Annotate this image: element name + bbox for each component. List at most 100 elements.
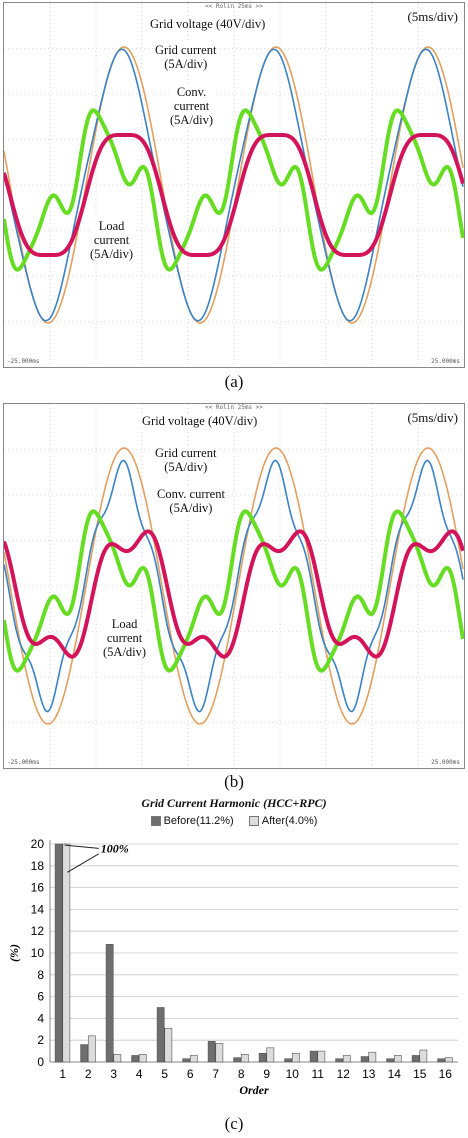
bar-before-4 bbox=[131, 1055, 140, 1063]
annotation-arrow-before bbox=[64, 844, 99, 849]
annotation-grid-voltage-b: Grid voltage (40V/div) bbox=[141, 414, 259, 428]
waveform-plot-a bbox=[4, 3, 464, 367]
time-start-label-a: -25.000ms bbox=[7, 358, 40, 365]
scope-panel-a: << Rolin 25ms >> (5ms/div) -25.000ms 25.… bbox=[3, 2, 465, 368]
y-tick-label: 16 bbox=[31, 881, 45, 895]
y-tick-label: 18 bbox=[31, 859, 45, 873]
bar-after-10 bbox=[291, 1052, 300, 1063]
y-tick-label: 8 bbox=[37, 968, 44, 982]
x-tick-label: 6 bbox=[187, 1067, 194, 1081]
chart-legend: Before(11.2%) After(4.0%) bbox=[0, 815, 468, 827]
legend-label-before: Before(11.2%) bbox=[163, 815, 234, 827]
grid-voltage-trace bbox=[4, 447, 464, 725]
time-div-label-a: (5ms/div) bbox=[407, 9, 458, 24]
x-tick-label: 11 bbox=[312, 1067, 325, 1081]
bar-after-14 bbox=[393, 1055, 402, 1063]
panel-label-c: (c) bbox=[224, 1114, 244, 1133]
x-tick-label: 4 bbox=[136, 1067, 143, 1081]
x-tick-label: 2 bbox=[85, 1067, 92, 1081]
x-tick-label: 3 bbox=[110, 1067, 117, 1081]
bar-after-1 bbox=[62, 843, 71, 1063]
bar-before-14 bbox=[386, 1058, 395, 1063]
bar-before-10 bbox=[284, 1058, 293, 1063]
time-div-label-b: (5ms/div) bbox=[407, 410, 458, 425]
y-tick-label: 20 bbox=[31, 837, 45, 851]
bar-after-9 bbox=[266, 1047, 275, 1063]
annotation-load-current-b: Load current (5A/div) bbox=[102, 617, 148, 659]
x-tick-label: 9 bbox=[263, 1067, 270, 1081]
bar-after-11 bbox=[317, 1050, 326, 1063]
annotation-load-current-a: Load current (5A/div) bbox=[89, 219, 135, 261]
annotation-100-percent: 100% bbox=[101, 842, 129, 856]
x-tick-label: 5 bbox=[161, 1067, 168, 1081]
bar-after-16 bbox=[444, 1057, 453, 1063]
y-tick-label: 4 bbox=[37, 1011, 44, 1025]
x-tick-label: 13 bbox=[362, 1067, 376, 1081]
x-tick-label: 15 bbox=[413, 1067, 427, 1081]
panel-label-a: (a) bbox=[224, 372, 244, 391]
bar-before-15 bbox=[411, 1055, 420, 1063]
legend-item-before: Before(11.2%) bbox=[150, 815, 234, 827]
x-tick-label: 7 bbox=[212, 1067, 219, 1081]
annotation-grid-current-a: Grid current (5A/div) bbox=[154, 43, 218, 71]
bar-before-7 bbox=[207, 1040, 216, 1063]
grid-current-trace bbox=[4, 48, 464, 322]
x-tick-label: 16 bbox=[439, 1067, 453, 1081]
legend-label-after: After(4.0%) bbox=[261, 815, 318, 827]
bar-before-11 bbox=[309, 1050, 318, 1063]
bar-before-3 bbox=[105, 943, 114, 1063]
time-end-label-a: 25.000ms bbox=[431, 358, 460, 365]
bar-after-8 bbox=[240, 1054, 249, 1063]
scope-header-b: << Rolin 25ms >> bbox=[205, 404, 263, 411]
x-tick-label: 12 bbox=[337, 1067, 351, 1081]
y-tick-label: 14 bbox=[31, 902, 45, 916]
bar-after-12 bbox=[342, 1055, 351, 1063]
annotation-arrow-after bbox=[67, 853, 100, 873]
x-tick-label: 8 bbox=[238, 1067, 245, 1081]
conv-current-trace bbox=[4, 133, 464, 257]
chart-title: Grid Current Harmonic (HCC+RPC) bbox=[141, 796, 327, 810]
time-end-label-b: 25.000ms bbox=[431, 759, 460, 766]
legend-item-after: After(4.0%) bbox=[248, 815, 318, 827]
bar-before-5 bbox=[156, 1007, 165, 1063]
bar-before-1 bbox=[54, 843, 63, 1063]
bar-before-8 bbox=[233, 1057, 242, 1063]
harmonic-bar-chart: Grid Current Harmonic (HCC+RPC) Before(1… bbox=[0, 796, 468, 1116]
annotation-conv-current-b: Conv. current (5A/div) bbox=[156, 487, 226, 515]
bar-after-5 bbox=[164, 1027, 173, 1063]
legend-swatch-after bbox=[248, 816, 259, 827]
grid-current-trace bbox=[4, 459, 464, 713]
bar-before-2 bbox=[80, 1044, 89, 1063]
panel-label-b: (b) bbox=[224, 772, 244, 791]
scope-panel-b: << Rolin 25ms >> (5ms/div) -25.000ms 25.… bbox=[3, 403, 465, 769]
bar-after-3 bbox=[113, 1054, 122, 1063]
waveform-plot-b bbox=[4, 404, 464, 768]
y-tick-label: 12 bbox=[31, 924, 45, 938]
x-tick-label: 14 bbox=[388, 1067, 402, 1081]
x-tick-label: 10 bbox=[286, 1067, 300, 1081]
annotation-grid-voltage-a: Grid voltage (40V/div) bbox=[149, 17, 267, 31]
y-axis-label: (%) bbox=[7, 944, 21, 962]
scope-grid bbox=[4, 404, 464, 768]
bar-before-16 bbox=[437, 1058, 446, 1063]
bar-before-6 bbox=[182, 1058, 191, 1063]
x-axis-label: Order bbox=[239, 1083, 269, 1097]
legend-swatch-before bbox=[150, 816, 161, 827]
y-tick-label: 6 bbox=[37, 990, 44, 1004]
bar-after-7 bbox=[215, 1043, 224, 1063]
bar-after-4 bbox=[138, 1054, 147, 1063]
conv-current-trace bbox=[4, 529, 464, 659]
x-tick-label: 1 bbox=[59, 1067, 66, 1081]
annotation-conv-current-a: Conv. current (5A/div) bbox=[169, 85, 215, 127]
y-tick-label: 0 bbox=[37, 1055, 44, 1069]
bar-after-2 bbox=[87, 1035, 96, 1063]
bar-after-15 bbox=[419, 1049, 428, 1063]
time-start-label-b: -25.000ms bbox=[7, 759, 40, 766]
bar-before-12 bbox=[335, 1058, 344, 1063]
bar-before-13 bbox=[360, 1056, 369, 1063]
load-current-trace bbox=[4, 509, 464, 673]
load-current-trace bbox=[4, 108, 464, 272]
y-tick-label: 10 bbox=[31, 946, 45, 960]
y-tick-label: 2 bbox=[37, 1033, 44, 1047]
